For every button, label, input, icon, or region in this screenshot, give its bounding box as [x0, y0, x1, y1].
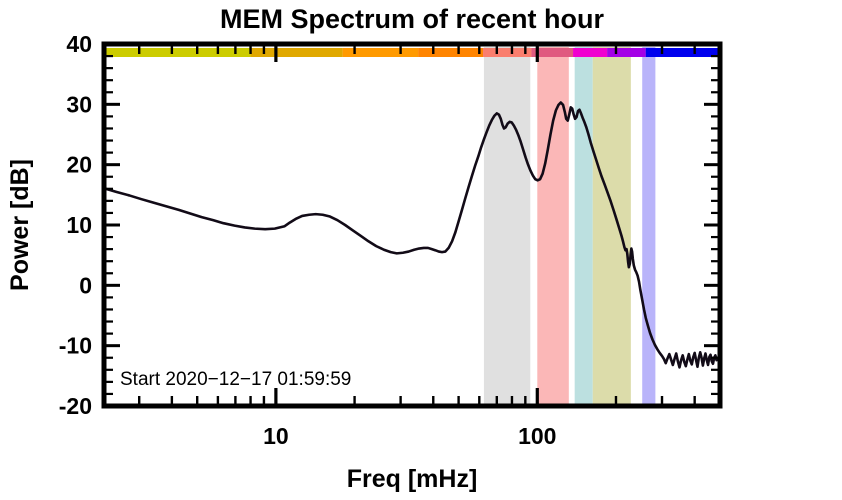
region-cyan: [574, 47, 593, 406]
y-tick-label: 0: [79, 272, 92, 298]
band-orange-light: [342, 48, 419, 57]
band-orange: [418, 48, 484, 57]
x-tick-label: 100: [518, 423, 556, 449]
shaded-regions-group: [483, 47, 656, 406]
y-tick-label: 30: [66, 91, 92, 117]
region-khaki: [592, 47, 631, 406]
band-magenta: [573, 48, 608, 57]
band-dark-yellow: [250, 48, 343, 57]
y-tick-label: 10: [66, 212, 92, 238]
y-axis-tick-labels: -20 -10 0 10 20 30 40: [59, 31, 92, 419]
region-lavender: [642, 47, 656, 406]
region-gray: [483, 47, 531, 406]
band-crimson: [531, 48, 574, 57]
start-time-annotation: Start 2020−12−17 01:59:59: [120, 369, 351, 390]
spectrum-series-group: [102, 101, 722, 369]
chart-title: MEM Spectrum of recent hour: [220, 4, 605, 34]
x-tick-label: 10: [263, 423, 289, 449]
region-pink: [537, 47, 569, 406]
y-axis-ticks: [104, 42, 720, 408]
y-tick-label: 40: [66, 31, 92, 57]
x-axis-ticks: [138, 44, 722, 406]
frequency-color-bar: [104, 48, 720, 57]
band-yellow-green: [104, 48, 251, 57]
spectrum-line: [102, 101, 722, 369]
band-salmon: [483, 48, 532, 57]
y-axis-label: Power [dB]: [6, 159, 34, 291]
y-tick-label: 20: [66, 152, 92, 178]
y-tick-label: -20: [59, 393, 92, 419]
band-purple: [607, 48, 646, 57]
x-axis-tick-labels: 10 100: [263, 423, 556, 449]
band-blue: [645, 48, 720, 57]
x-axis-label: Freq [mHz]: [347, 465, 478, 493]
y-tick-label: -10: [59, 333, 92, 359]
